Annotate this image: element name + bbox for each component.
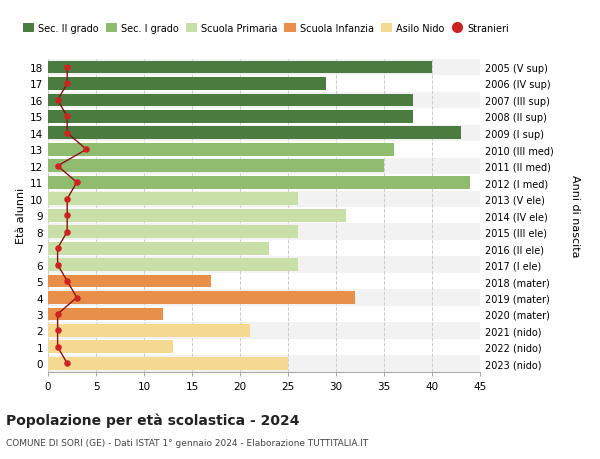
Bar (48, 158, 480, 175)
Bar (48, 175, 480, 191)
Text: COMUNE DI SORI (GE) - Dati ISTAT 1° gennaio 2024 - Elaborazione TUTTITALIA.IT: COMUNE DI SORI (GE) - Dati ISTAT 1° genn… (6, 438, 368, 448)
Bar (48, 76, 480, 93)
Point (62, 113, 72, 121)
Point (62, 64, 72, 72)
Bar (48, 111, 413, 123)
Bar (48, 193, 298, 206)
Bar (48, 160, 384, 173)
Point (72, 179, 82, 186)
Legend: Sec. II grado, Sec. I grado, Scuola Primaria, Scuola Infanzia, Asilo Nido, Stran: Sec. II grado, Sec. I grado, Scuola Prim… (23, 24, 509, 34)
Point (53, 245, 62, 252)
Point (82, 146, 91, 154)
Point (53, 261, 62, 269)
Point (53, 343, 62, 351)
Point (53, 163, 62, 170)
Y-axis label: Anni di nascita: Anni di nascita (570, 174, 580, 257)
Bar (48, 290, 480, 306)
Point (62, 229, 72, 236)
Bar (48, 339, 480, 355)
Point (62, 278, 72, 285)
Bar (48, 355, 480, 372)
Bar (48, 258, 298, 271)
Bar (48, 273, 480, 290)
Bar (48, 127, 461, 140)
Bar (48, 191, 480, 207)
Point (62, 360, 72, 367)
Bar (48, 60, 480, 76)
Point (53, 327, 62, 335)
Bar (48, 144, 394, 157)
Bar (48, 176, 470, 189)
Bar (48, 323, 480, 339)
Bar (48, 95, 413, 107)
Bar (48, 242, 269, 255)
Bar (48, 209, 346, 222)
Y-axis label: Età alunni: Età alunni (16, 188, 26, 244)
Point (53, 311, 62, 318)
Bar (48, 291, 355, 304)
Bar (48, 224, 480, 241)
Bar (48, 357, 288, 370)
Bar (48, 241, 480, 257)
Bar (48, 207, 480, 224)
Bar (48, 257, 480, 273)
Point (62, 196, 72, 203)
Point (53, 97, 62, 104)
Bar (48, 275, 211, 288)
Point (62, 81, 72, 88)
Bar (48, 125, 480, 142)
Bar (48, 308, 163, 321)
Point (72, 294, 82, 302)
Bar (48, 62, 432, 74)
Bar (48, 306, 480, 323)
Bar (48, 341, 173, 353)
Bar (48, 142, 480, 158)
Bar (48, 226, 298, 239)
Bar (48, 78, 326, 91)
Point (62, 212, 72, 219)
Text: Popolazione per età scolastica - 2024: Popolazione per età scolastica - 2024 (6, 413, 299, 428)
Bar (48, 93, 480, 109)
Point (62, 130, 72, 137)
Bar (48, 325, 250, 337)
Bar (48, 109, 480, 125)
